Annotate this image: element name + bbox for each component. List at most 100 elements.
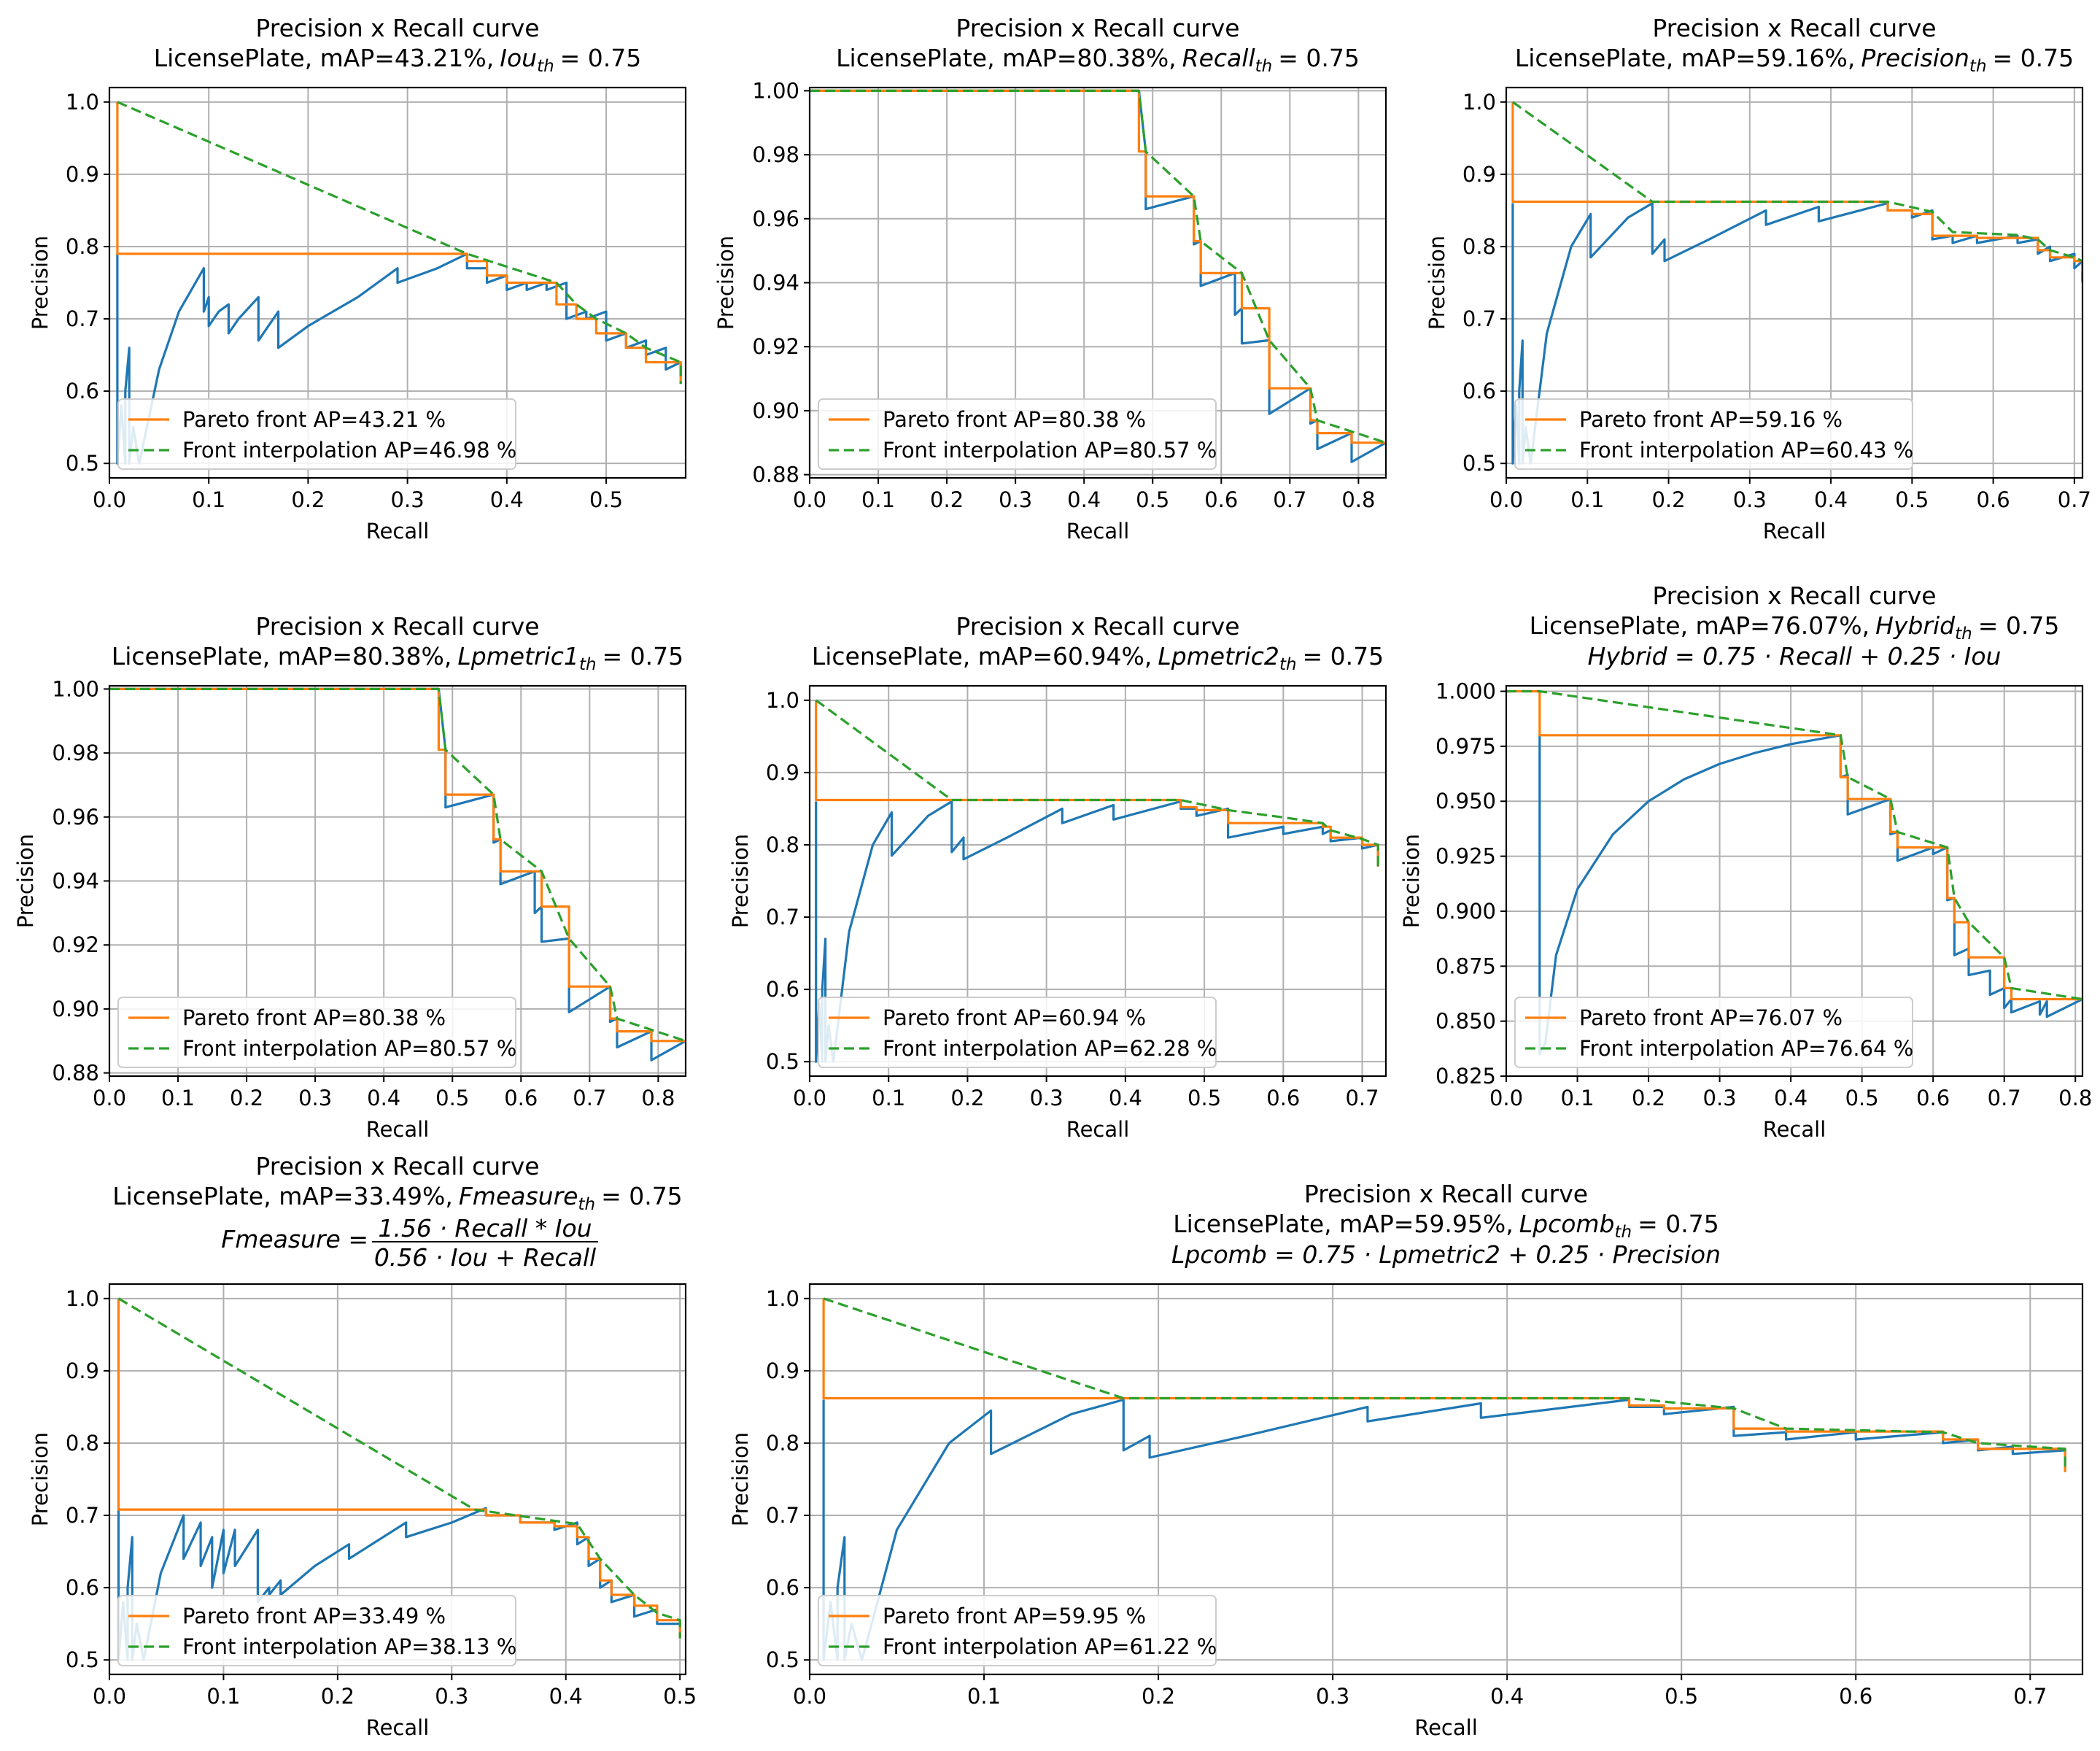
chart-title: Precision x Recall curve (956, 14, 1239, 42)
y-tick-label: 0.6 (66, 1575, 99, 1600)
y-axis-label: Precision (28, 236, 53, 330)
x-axis-label: Recall (1066, 519, 1130, 544)
legend-box (818, 398, 1217, 470)
front-interpolation-line (1506, 689, 2082, 1001)
chart-subtitle: LicensePlate, mAP=76.07%, Hybridth = 0.75 (1530, 611, 2060, 643)
chart-legend: Pareto front AP=76.07 % Front interpolati… (1514, 997, 1913, 1068)
x-tick-label: 0.4 (1814, 487, 1848, 512)
x-tick-label: 0.0 (793, 1086, 826, 1110)
x-tick-label: 0.5 (589, 487, 623, 512)
x-tick-label: 0.6 (1266, 1086, 1300, 1110)
y-tick-label: 0.8 (1462, 234, 1496, 259)
legend-label-pareto: Pareto front AP=33.49 % (182, 1604, 446, 1628)
y-axis-label: Precision (728, 834, 753, 928)
subtitle-metric: Lpcomb (1519, 1210, 1615, 1238)
subtitle-threshold: = 0.75 (601, 1182, 683, 1210)
plot-frame (808, 86, 1387, 479)
front-interpolation-line (810, 89, 1386, 444)
x-tick-label: 0.1 (206, 1684, 240, 1709)
subtitle-metric-sub: th (579, 655, 597, 674)
x-tick-label: 0.5 (1895, 487, 1929, 512)
x-tick-label: 0.5 (1845, 1086, 1879, 1110)
subtitle-prefix: LicensePlate, mAP=33.49%, (112, 1182, 453, 1210)
y-tick-label: 0.7 (766, 1503, 799, 1528)
y-tick-label: 1.00 (52, 676, 99, 701)
pareto-front-line (109, 687, 686, 1043)
y-tick-label: 0.5 (1462, 451, 1496, 476)
y-tick-label: 0.5 (66, 1647, 99, 1672)
legend-label-interpolation: Front interpolation AP=60.43 % (1579, 438, 1913, 463)
y-tick-label: 0.92 (752, 334, 799, 359)
y-tick-label: 0.9 (66, 1358, 99, 1383)
legend-label-interpolation: Front interpolation AP=62.28 % (883, 1036, 1217, 1061)
x-tick-label: 0.3 (391, 487, 425, 512)
x-tick-label: 0.0 (793, 1684, 826, 1709)
plot-frame (108, 1283, 687, 1676)
legend-label-pareto: Pareto front AP=80.38 % (883, 407, 1146, 432)
chart-title: Precision x Recall curve (255, 612, 539, 641)
y-tick-label: 1.000 (1435, 679, 1496, 704)
plot-frame (808, 684, 1387, 1078)
y-tick-label: 0.90 (752, 398, 799, 423)
subtitle-threshold: = 0.75 (1303, 642, 1384, 670)
y-tick-label: 0.88 (752, 463, 799, 487)
x-tick-label: 0.2 (230, 1086, 263, 1110)
x-tick-label: 0.3 (1733, 487, 1767, 512)
y-tick-label: 0.875 (1435, 954, 1496, 978)
pareto-front-line (822, 1298, 2066, 1472)
y-tick-label: 0.9 (66, 162, 99, 187)
y-tick-label: 0.7 (1462, 306, 1496, 331)
chart-subtitle: LicensePlate, mAP=33.49%, Fmeasureth = 0.7… (112, 1182, 682, 1214)
x-tick-label: 0.4 (490, 487, 524, 512)
x-tick-label: 0.6 (1977, 487, 2010, 512)
chart-title: Precision x Recall curve (255, 1152, 539, 1180)
legend-label-interpolation: Front interpolation AP=46.98 % (182, 438, 516, 463)
subtitle-prefix: LicensePlate, mAP=43.21%, (154, 44, 495, 72)
x-axis-label: Recall (1763, 519, 1826, 544)
subtitle-prefix: LicensePlate, mAP=76.07%, (1530, 611, 1870, 640)
legend-label-pareto: Pareto front AP=76.07 % (1579, 1005, 1843, 1030)
y-tick-label: 0.88 (52, 1061, 99, 1086)
chart-title: Precision x Recall curve (1652, 14, 1936, 42)
subtitle-prefix: LicensePlate, mAP=60.94%, (812, 642, 1152, 670)
pareto-front-line (1506, 689, 2082, 1001)
subtitle-metric-sub: th (1255, 57, 1273, 76)
legend-label-pareto: Pareto front AP=59.95 % (883, 1604, 1146, 1628)
y-tick-label: 0.850 (1435, 1009, 1496, 1034)
legend-label-interpolation: Front interpolation AP=61.22 % (883, 1634, 1217, 1659)
x-tick-label: 0.8 (641, 1086, 675, 1110)
chart-title: Precision x Recall curve (956, 612, 1239, 641)
y-tick-label: 0.950 (1435, 789, 1496, 813)
x-tick-label: 0.0 (93, 1684, 126, 1709)
y-tick-label: 0.9 (766, 1358, 799, 1383)
x-tick-label: 0.4 (1490, 1684, 1524, 1709)
subtitle-threshold: = 0.75 (1978, 611, 2060, 640)
pareto-front-line (810, 89, 1386, 444)
chart-legend: Pareto front AP=33.49 % Front interpolati… (117, 1595, 516, 1666)
x-tick-label: 0.5 (663, 1684, 697, 1709)
x-tick-label: 0.6 (1204, 487, 1238, 512)
chart-subtitle: LicensePlate, mAP=59.95%, Lpcombth = 0.75 (1173, 1210, 1719, 1242)
x-tick-label: 0.3 (435, 1684, 468, 1709)
x-tick-label: 0.1 (967, 1684, 1001, 1709)
x-tick-label: 0.4 (549, 1684, 583, 1709)
x-tick-label: 0.1 (861, 487, 895, 512)
y-tick-label: 0.7 (766, 905, 799, 929)
plot-frame (808, 1283, 2084, 1676)
legend-label-pareto: Pareto front AP=60.94 % (883, 1005, 1146, 1030)
y-tick-label: 0.5 (66, 451, 99, 476)
y-tick-label: 1.0 (766, 688, 799, 713)
x-tick-label: 0.7 (1273, 487, 1306, 512)
pareto-front-line (116, 101, 682, 384)
y-tick-label: 1.00 (752, 78, 799, 103)
front-interpolation-line (1511, 101, 2082, 283)
y-tick-label: 0.90 (52, 997, 99, 1021)
y-tick-label: 0.9 (1462, 162, 1496, 187)
x-tick-label: 0.3 (1030, 1086, 1063, 1110)
y-axis-label: Precision (713, 236, 738, 330)
x-tick-label: 0.4 (1109, 1086, 1142, 1110)
